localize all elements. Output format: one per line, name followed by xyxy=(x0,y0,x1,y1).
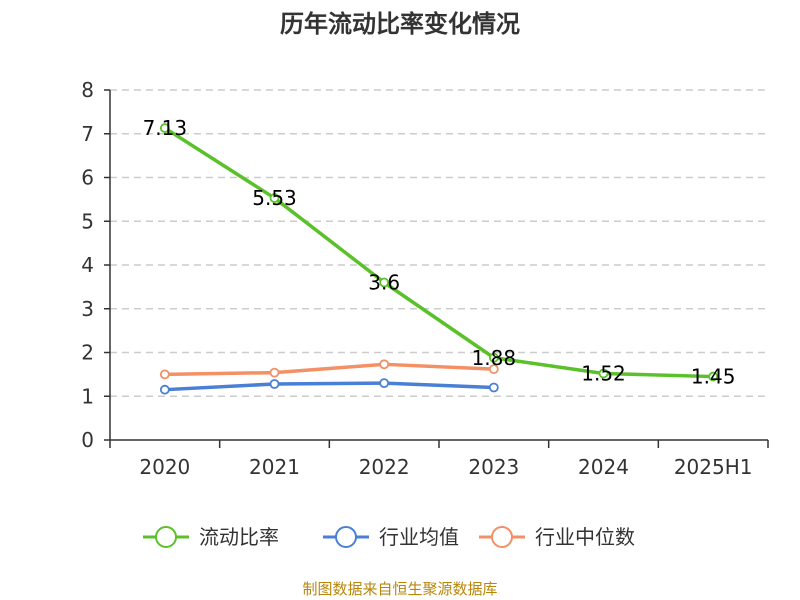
y-tick-label: 8 xyxy=(81,78,94,102)
data-point xyxy=(159,369,170,380)
axes xyxy=(104,89,769,448)
data-label: 1.52 xyxy=(581,362,626,386)
x-tick-label: 2022 xyxy=(359,455,410,479)
chart-title: 历年流动比率变化情况 xyxy=(280,10,520,38)
series-1 xyxy=(159,378,499,395)
y-tick-label: 6 xyxy=(81,166,94,190)
y-axis-ticks: 0 1 2 3 4 5 6 7 8 xyxy=(81,78,94,452)
legend-label: 行业均值 xyxy=(379,525,459,549)
data-point xyxy=(159,123,170,133)
legend-item: 流动比率 xyxy=(143,525,279,549)
data-label: 5.53 xyxy=(252,186,297,210)
x-tick-label: 2025H1 xyxy=(674,455,753,479)
series-line xyxy=(163,126,714,379)
y-tick-label: 2 xyxy=(81,341,94,365)
legend-marker xyxy=(335,526,357,548)
data-point xyxy=(379,359,390,370)
data-point xyxy=(269,193,280,203)
data-point xyxy=(488,352,499,363)
legend-item: 行业均值 xyxy=(323,525,459,549)
series-line xyxy=(164,362,494,377)
series-0 xyxy=(159,123,719,382)
legend-label: 行业中位数 xyxy=(535,525,635,549)
y-tick-label: 5 xyxy=(81,209,94,233)
data-point xyxy=(488,364,499,375)
x-axis-ticks: 2020 2021 2022 2023 2024 2025H1 xyxy=(139,455,752,479)
legend: 流动比率 行业均值 行业中位数 xyxy=(143,525,635,549)
legend-marker xyxy=(491,526,513,548)
series-2 xyxy=(159,359,499,380)
y-tick-label: 3 xyxy=(81,297,94,321)
x-tick-label: 2023 xyxy=(468,455,519,479)
data-point xyxy=(488,382,499,393)
data-label: 1.45 xyxy=(691,365,736,389)
data-labels: 7.13 5.53 3.6 1.88 1.52 1.45 xyxy=(143,116,736,389)
data-label: 1.88 xyxy=(472,346,517,370)
y-tick-label: 0 xyxy=(81,428,94,452)
data-point xyxy=(379,277,390,288)
data-point xyxy=(269,379,280,389)
legend-item: 行业中位数 xyxy=(479,525,635,549)
source-note: 制图数据来自恒生聚源数据库 xyxy=(302,580,497,598)
data-label: 3.6 xyxy=(368,271,400,295)
grid-lines xyxy=(110,89,768,397)
legend-marker xyxy=(155,526,177,548)
data-point xyxy=(159,384,170,395)
data-point xyxy=(708,371,719,382)
data-label: 7.13 xyxy=(143,116,188,140)
x-tick-label: 2024 xyxy=(578,455,629,479)
x-tick-label: 2020 xyxy=(139,455,190,479)
data-point xyxy=(269,367,280,378)
legend-label: 流动比率 xyxy=(199,525,279,549)
y-tick-label: 4 xyxy=(81,253,94,277)
y-tick-label: 7 xyxy=(81,122,94,146)
series-line xyxy=(164,381,494,392)
series-lines xyxy=(159,123,719,395)
y-tick-label: 1 xyxy=(81,384,94,408)
data-point xyxy=(598,368,609,379)
x-tick-label: 2021 xyxy=(249,455,300,479)
data-point xyxy=(379,378,390,389)
